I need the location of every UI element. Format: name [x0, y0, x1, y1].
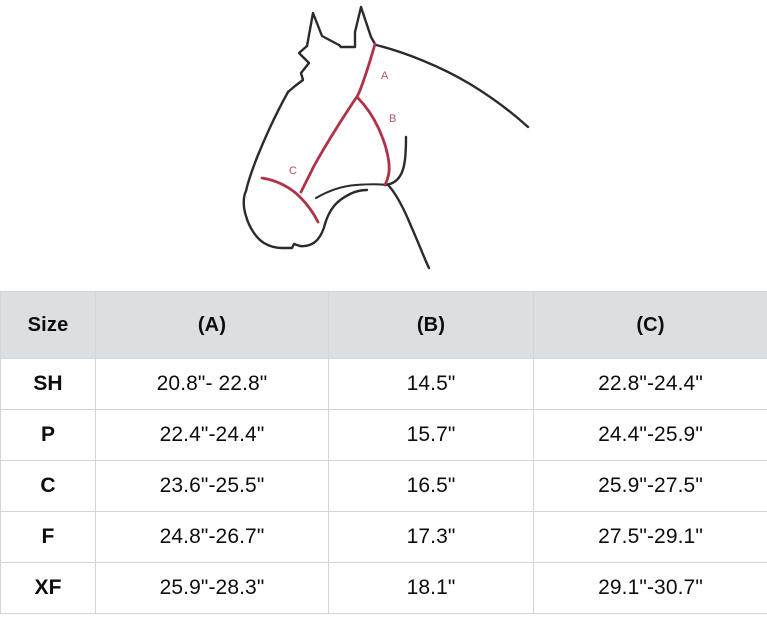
- measure-strap-b: [355, 95, 391, 187]
- table-row: XF 25.9"-28.3" 18.1" 29.1"-30.7": [0, 562, 767, 614]
- horse-head-illustration: A B C: [242, 5, 530, 270]
- cell-c: 24.4"-25.9": [533, 409, 767, 461]
- cell-b: 18.1": [328, 562, 534, 614]
- horse-throat-outline: [384, 135, 408, 187]
- column-header-b: (B): [328, 291, 534, 359]
- table-row: F 24.8"-26.7" 17.3" 27.5"-29.1": [0, 511, 767, 563]
- cell-size: F: [0, 511, 96, 563]
- horse-left-ear-icon: [305, 11, 343, 49]
- table-row: C 23.6"-25.5" 16.5" 25.9"-27.5": [0, 460, 767, 512]
- cell-c: 29.1"-30.7": [533, 562, 767, 614]
- cell-a: 20.8"- 22.8": [95, 358, 329, 410]
- horse-face-front-outline: [244, 90, 290, 193]
- cell-a: 25.9"-28.3": [95, 562, 329, 614]
- cell-c: 27.5"-29.1": [533, 511, 767, 563]
- horse-brow-outline: [286, 44, 311, 94]
- table-row: P 22.4"-24.4" 15.7" 24.4"-25.9": [0, 409, 767, 461]
- horse-neck-crest-outline: [374, 43, 530, 129]
- size-chart-table: Size (A) (B) (C) SH 20.8"- 22.8" 14.5" 2…: [0, 291, 767, 614]
- cell-b: 17.3": [328, 511, 534, 563]
- measure-strap-a: [355, 42, 377, 99]
- column-header-a: (A): [95, 291, 329, 359]
- cell-size: C: [0, 460, 96, 512]
- measure-strap-diagonal: [299, 96, 358, 194]
- measure-label-a: A: [381, 70, 389, 82]
- cell-size: XF: [0, 562, 96, 614]
- cell-b: 15.7": [328, 409, 534, 461]
- cell-a: 24.8"-26.7": [95, 511, 329, 563]
- table-header-row: Size (A) (B) (C): [0, 291, 767, 359]
- cell-c: 22.8"-24.4": [533, 358, 767, 410]
- measure-label-c: C: [289, 165, 297, 177]
- horse-cheek-outline: [314, 183, 388, 200]
- horse-forelock-icon: [339, 5, 377, 49]
- cell-a: 23.6"-25.5": [95, 460, 329, 512]
- horse-neck-underside-outline: [387, 184, 431, 270]
- table-row: SH 20.8"- 22.8" 14.5" 22.8"-24.4": [0, 358, 767, 410]
- cell-b: 16.5": [328, 460, 534, 512]
- horse-jaw-outline: [323, 188, 369, 226]
- horse-muzzle-outline: [242, 189, 327, 250]
- cell-a: 22.4"-24.4": [95, 409, 329, 461]
- column-header-size: Size: [0, 291, 96, 359]
- cell-size: P: [0, 409, 96, 461]
- measure-label-b: B: [389, 113, 396, 125]
- cell-b: 14.5": [328, 358, 534, 410]
- cell-size: SH: [0, 358, 96, 410]
- measure-strap-c: [260, 176, 320, 224]
- cell-c: 25.9"-27.5": [533, 460, 767, 512]
- horse-head-diagram: A B C: [0, 0, 767, 290]
- column-header-c: (C): [533, 291, 767, 359]
